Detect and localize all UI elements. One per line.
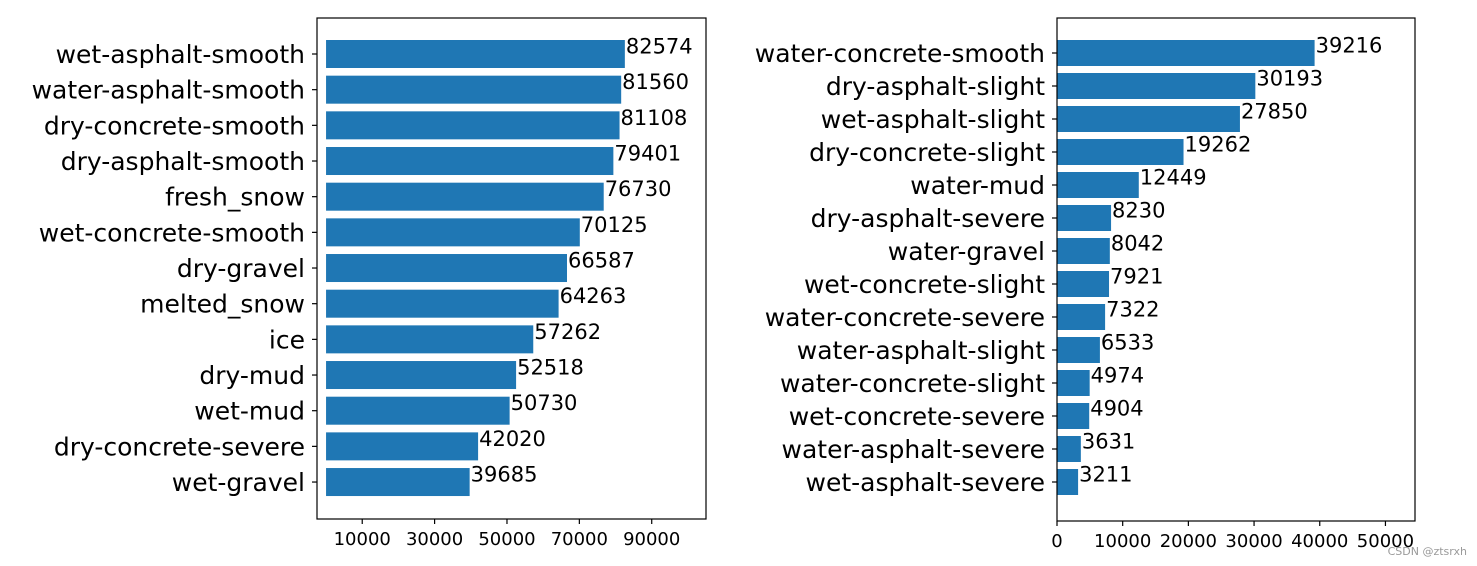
category-label: wet-gravel <box>172 468 305 497</box>
x-tick-label: 40000 <box>1291 531 1348 552</box>
category-label: water-concrete-smooth <box>755 39 1045 68</box>
axes-frame <box>316 17 707 520</box>
x-tick-label: 50000 <box>1357 531 1414 552</box>
bar-value-label: 57262 <box>534 320 601 344</box>
axes-frame <box>1056 17 1416 522</box>
x-tick-label: 20000 <box>1160 531 1217 552</box>
bar <box>1057 271 1110 297</box>
bar-value-label: 4904 <box>1090 397 1143 421</box>
category-label: water-gravel <box>888 237 1045 266</box>
x-tick-label: 30000 <box>406 529 463 550</box>
bar-value-label: 30193 <box>1256 67 1323 91</box>
bar <box>326 254 567 283</box>
category-label: dry-asphalt-severe <box>811 204 1045 233</box>
bar <box>326 289 559 318</box>
category-label: water-asphalt-slight <box>797 336 1045 365</box>
bar <box>1057 337 1100 363</box>
bar <box>326 361 517 390</box>
category-label: dry-asphalt-smooth <box>61 147 305 176</box>
bar-value-label: 8230 <box>1112 199 1165 223</box>
watermark: CSDN @ztsrxh <box>1387 545 1467 558</box>
bar <box>326 147 614 176</box>
bar-value-label: 27850 <box>1241 100 1308 124</box>
category-label: dry-concrete-severe <box>54 432 305 461</box>
bar-value-label: 39216 <box>1316 34 1383 58</box>
category-label: wet-asphalt-smooth <box>56 40 305 69</box>
bar <box>1057 469 1079 495</box>
bar-value-label: 39685 <box>471 463 538 487</box>
bar <box>326 432 479 461</box>
bar-value-label: 66587 <box>568 249 635 273</box>
bar-value-label: 4974 <box>1091 364 1144 388</box>
x-tick-label: 30000 <box>1225 531 1282 552</box>
bar-value-label: 3631 <box>1082 430 1135 454</box>
bar <box>1057 139 1184 165</box>
category-label: dry-mud <box>199 361 305 390</box>
x-tick-label: 10000 <box>334 529 391 550</box>
bar-value-label: 70125 <box>581 213 648 237</box>
bar <box>326 182 604 211</box>
bar <box>1057 370 1090 396</box>
bar <box>326 396 510 425</box>
x-tick-label: 0 <box>1051 531 1062 552</box>
bar-value-label: 7322 <box>1106 298 1159 322</box>
bar-value-label: 6533 <box>1101 331 1154 355</box>
bar <box>1057 172 1139 198</box>
category-label: wet-concrete-smooth <box>39 218 305 247</box>
bar <box>1057 106 1240 132</box>
bar-value-label: 12449 <box>1140 166 1207 190</box>
x-tick-label: 90000 <box>623 529 680 550</box>
category-label: wet-asphalt-severe <box>806 468 1046 497</box>
bar <box>326 325 534 354</box>
category-label: wet-mud <box>194 397 305 426</box>
bar-value-label: 7921 <box>1110 265 1163 289</box>
chart-1: 82574 wet-asphalt-smooth 81560 water-asphal… <box>32 17 707 550</box>
category-label: dry-asphalt-slight <box>826 72 1045 101</box>
bar <box>1057 205 1112 231</box>
bar-value-label: 81108 <box>621 106 688 130</box>
bar-value-label: 81560 <box>622 70 689 94</box>
bar <box>326 218 580 247</box>
bar <box>326 111 620 140</box>
bar <box>1057 403 1090 429</box>
bar-value-label: 76730 <box>605 177 672 201</box>
bar-value-label: 52518 <box>517 356 584 380</box>
category-label: water-concrete-severe <box>765 303 1045 332</box>
category-label: ice <box>269 325 305 354</box>
bar <box>1057 436 1081 462</box>
x-tick-label: 10000 <box>1094 531 1151 552</box>
category-label: dry-concrete-smooth <box>44 111 305 140</box>
category-label: melted_snow <box>140 290 305 319</box>
category-label: fresh_snow <box>165 183 305 212</box>
bar <box>1057 304 1106 330</box>
chart-2: 39216 water-concrete-smooth 30193 dry-aspha… <box>755 17 1416 552</box>
x-tick-label: 70000 <box>551 529 608 550</box>
category-label: water-asphalt-severe <box>782 435 1046 464</box>
bar <box>1057 238 1110 264</box>
bar-value-label: 3211 <box>1079 463 1132 487</box>
category-label: wet-concrete-severe <box>789 402 1045 431</box>
category-label: dry-gravel <box>177 254 305 283</box>
bar-value-label: 19262 <box>1185 133 1252 157</box>
category-label: water-concrete-slight <box>780 369 1045 398</box>
bar-value-label: 8042 <box>1111 232 1164 256</box>
bar <box>326 468 470 497</box>
category-label: wet-concrete-slight <box>804 270 1045 299</box>
bar-value-label: 42020 <box>479 427 546 451</box>
category-label: water-asphalt-smooth <box>32 76 305 105</box>
category-label: wet-asphalt-slight <box>821 105 1045 134</box>
bar-value-label: 64263 <box>560 284 627 308</box>
x-tick-label: 50000 <box>478 529 535 550</box>
bar <box>1057 40 1315 66</box>
bar <box>1057 73 1256 99</box>
bar-value-label: 50730 <box>511 391 578 415</box>
category-label: water-mud <box>910 171 1045 200</box>
bar <box>326 75 622 104</box>
bar-value-label: 79401 <box>614 142 681 166</box>
bar <box>326 40 625 68</box>
bar-value-label: 82574 <box>626 35 693 59</box>
category-label: dry-concrete-slight <box>809 138 1045 167</box>
